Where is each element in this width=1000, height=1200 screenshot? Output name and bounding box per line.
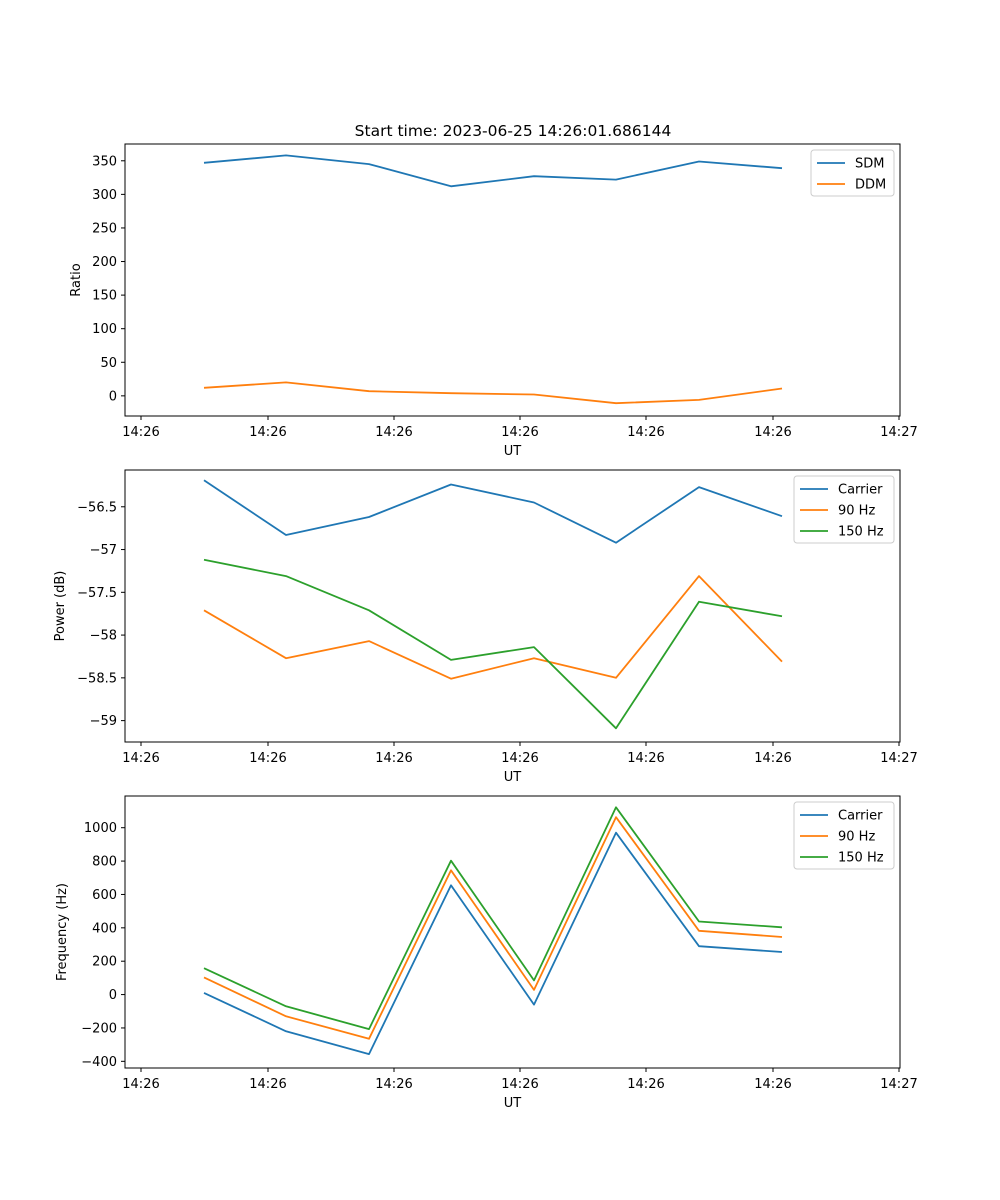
x-tick-label: 14:26: [249, 425, 286, 440]
legend-label: 150 Hz: [838, 525, 884, 540]
y-tick-label: −57: [90, 543, 117, 558]
y-tick-label: 200: [92, 255, 117, 270]
x-tick-label: 14:26: [754, 425, 791, 440]
y-tick-label: 350: [92, 154, 117, 169]
series-line-150-hz: [203, 806, 783, 1030]
legend-label: 150 Hz: [838, 851, 884, 866]
y-tick-label: −58: [90, 629, 117, 644]
y-tick-label: 400: [92, 921, 117, 936]
x-tick-label: 14:26: [375, 1077, 412, 1092]
y-tick-label: 800: [92, 855, 117, 870]
legend: Carrier 90 Hz 150 Hz: [793, 801, 895, 870]
x-axis-label: UT: [504, 444, 522, 459]
series-line-carrier: [203, 831, 783, 1055]
series-line-sdm: [203, 154, 783, 188]
legend-label: Carrier: [838, 483, 883, 498]
y-tick-label: 0: [109, 988, 117, 1003]
y-tick-label: 150: [92, 289, 117, 304]
legend-label: 90 Hz: [838, 504, 875, 519]
x-tick-label: 14:26: [122, 1077, 159, 1092]
x-tick-label: 14:26: [501, 425, 538, 440]
legend-label: 90 Hz: [838, 830, 875, 845]
y-tick-label: 0: [109, 389, 117, 404]
x-tick-label: 14:26: [754, 751, 791, 766]
legend-label: DDM: [855, 178, 886, 193]
y-tick-label: −56.5: [77, 500, 117, 515]
series-line-90-hz: [203, 575, 783, 680]
y-tick-label: 100: [92, 322, 117, 337]
x-tick-label: 14:26: [501, 751, 538, 766]
x-tick-label: 14:26: [501, 1077, 538, 1092]
x-tick-label: 14:26: [122, 751, 159, 766]
x-tick-label: 14:26: [627, 751, 664, 766]
y-axis-label: Frequency (Hz): [55, 883, 70, 981]
legend-label: SDM: [855, 157, 884, 172]
legend: Carrier 90 Hz 150 Hz: [793, 475, 895, 544]
series-line-90-hz: [203, 816, 783, 1040]
chart-panel-2: 14:26 14:26 14:26 14:26 14:26 14:26 14:27 UT −56…: [53, 469, 918, 785]
chart-panel-1: 14:26 14:26 14:26 14:26 14:26 14:26 14:27 UT 0 50…: [69, 143, 918, 459]
legend-label: Carrier: [838, 809, 883, 824]
x-tick-label: 14:27: [880, 751, 917, 766]
y-tick-label: 200: [92, 955, 117, 970]
y-tick-label: −400: [81, 1055, 117, 1070]
y-axis-label: Power (dB): [53, 571, 68, 642]
x-tick-label: 14:26: [122, 425, 159, 440]
chart-title: Start time: 2023-06-25 14:26:01.686144: [355, 122, 672, 140]
legend-box: [793, 475, 895, 544]
plot-frame: [124, 795, 901, 1069]
y-tick-label: 50: [100, 356, 117, 371]
plot-frame: [124, 143, 901, 417]
x-axis-label: UT: [504, 1096, 522, 1111]
y-tick-label: 300: [92, 188, 117, 203]
chart-panel-3: 14:26 14:26 14:26 14:26 14:26 14:26 14:27 UT −40…: [55, 795, 918, 1111]
y-axis-label: Ratio: [69, 263, 84, 296]
y-tick-label: −59: [90, 714, 117, 729]
y-tick-label: −200: [81, 1021, 117, 1036]
x-tick-label: 14:26: [249, 1077, 286, 1092]
x-axis-label: UT: [504, 770, 522, 785]
y-tick-label: 1000: [84, 821, 117, 836]
series-line-ddm: [203, 381, 783, 405]
x-tick-label: 14:26: [375, 425, 412, 440]
y-tick-label: −57.5: [77, 586, 117, 601]
x-tick-label: 14:26: [754, 1077, 791, 1092]
x-tick-label: 14:26: [627, 425, 664, 440]
legend-box: [793, 801, 895, 870]
plot-frame: [124, 469, 901, 743]
series-line-150-hz: [203, 558, 783, 730]
legend: SDM DDM: [810, 149, 895, 197]
x-tick-label: 14:26: [375, 751, 412, 766]
y-tick-label: −58.5: [77, 671, 117, 686]
x-tick-label: 14:27: [880, 425, 917, 440]
x-tick-label: 14:26: [627, 1077, 664, 1092]
series-line-carrier: [203, 479, 783, 544]
y-tick-label: 600: [92, 888, 117, 903]
x-tick-label: 14:27: [880, 1077, 917, 1092]
y-tick-label: 250: [92, 221, 117, 236]
x-tick-label: 14:26: [249, 751, 286, 766]
